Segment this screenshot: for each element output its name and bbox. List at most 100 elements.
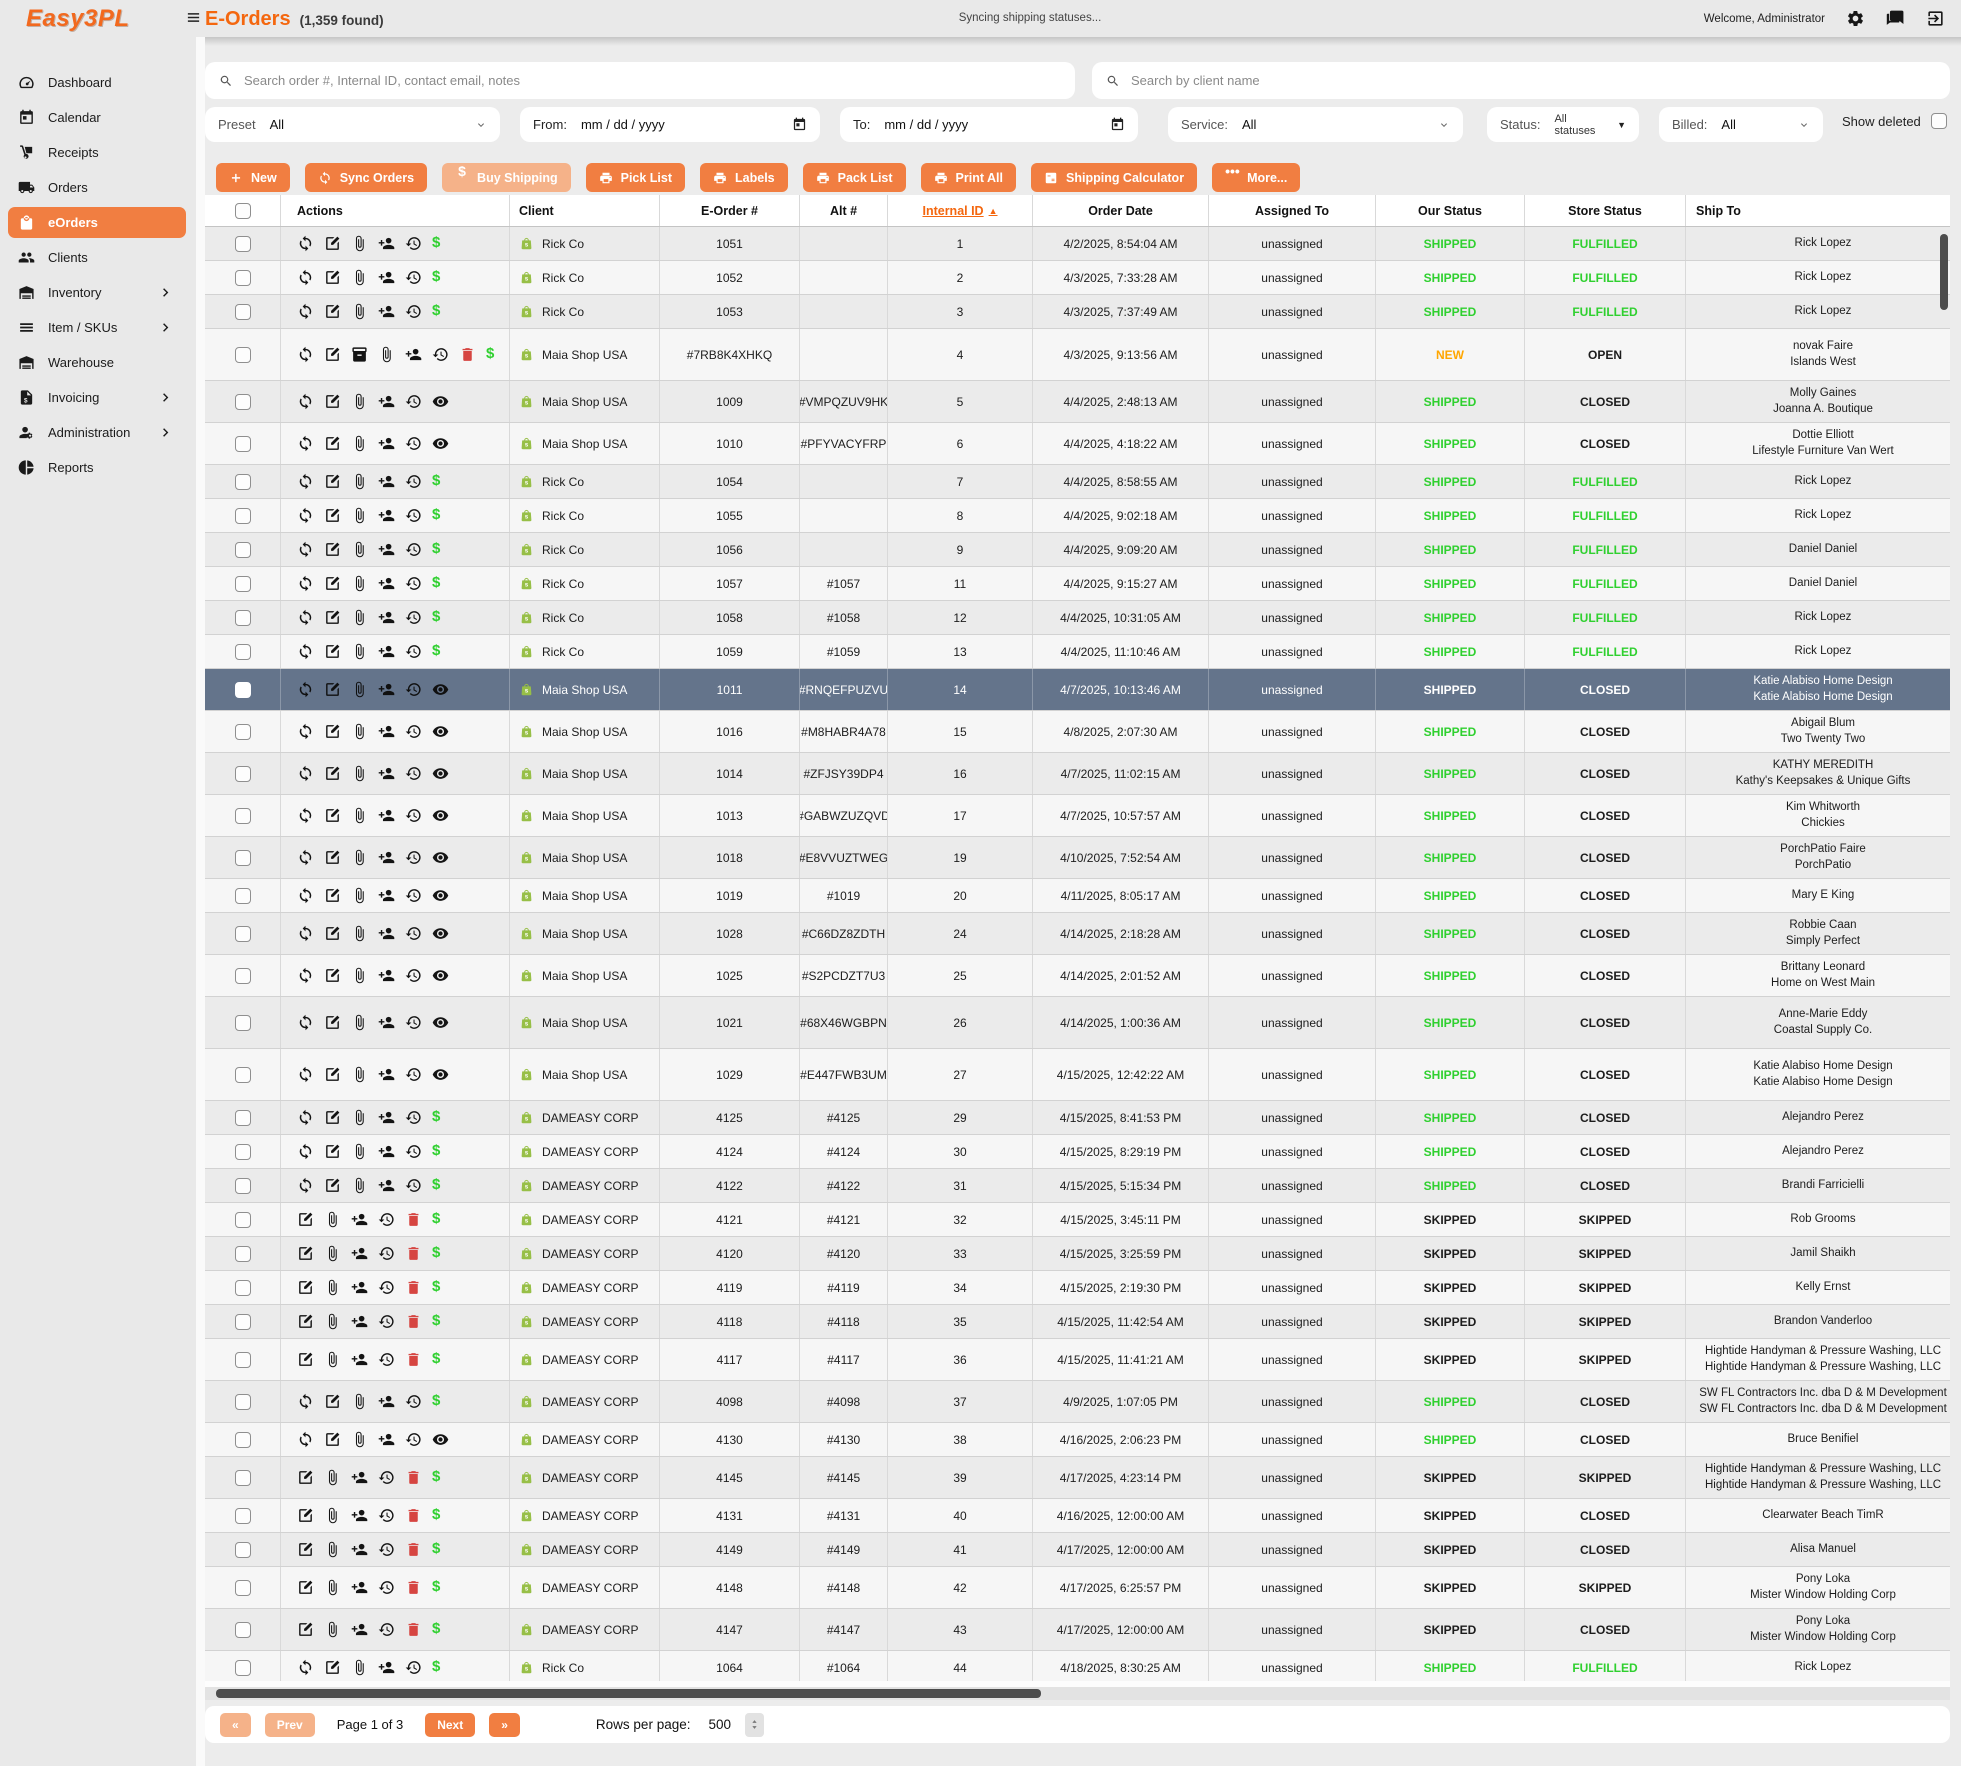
- attachment-icon[interactable]: [351, 925, 368, 942]
- dollar-icon[interactable]: $: [432, 472, 441, 489]
- sync-icon[interactable]: [297, 1393, 314, 1410]
- dollar-icon[interactable]: $: [432, 1108, 441, 1125]
- order-row[interactable]: s Maia Shop USA 1028 #C66DZ8ZDTH 24 4/14/2025…: [205, 913, 1950, 955]
- order-row[interactable]: $ s DAMEASY CORP 4118 #4118 35 4/15/2025, 11:4…: [205, 1305, 1950, 1339]
- dollar-icon[interactable]: $: [432, 642, 441, 659]
- row-checkbox[interactable]: [234, 507, 251, 524]
- sync-icon[interactable]: [297, 575, 314, 592]
- row-checkbox[interactable]: [234, 1621, 251, 1638]
- row-checkbox[interactable]: [234, 393, 251, 410]
- more-button[interactable]: ••• More...: [1212, 163, 1301, 192]
- dollar-icon[interactable]: $: [486, 345, 495, 362]
- add-user-icon[interactable]: [378, 575, 395, 592]
- order-search-input[interactable]: [244, 73, 1061, 88]
- dollar-icon[interactable]: $: [432, 1350, 441, 1367]
- add-user-icon[interactable]: [378, 681, 395, 698]
- rows-per-page-stepper[interactable]: [745, 1712, 765, 1737]
- order-row[interactable]: $ s DAMEASY CORP 4148 #4148 42 4/17/2025, 6:25…: [205, 1567, 1950, 1609]
- sync-icon[interactable]: [297, 807, 314, 824]
- sync-icon[interactable]: [297, 967, 314, 984]
- row-checkbox[interactable]: [234, 807, 251, 824]
- history-icon[interactable]: [405, 643, 422, 660]
- add-user-icon[interactable]: [351, 1245, 368, 1262]
- edit-icon[interactable]: [324, 1177, 341, 1194]
- attachment-icon[interactable]: [324, 1279, 341, 1296]
- row-checkbox[interactable]: [234, 765, 251, 782]
- sidebar-item-calendar[interactable]: Calendar: [0, 100, 196, 135]
- sidebar-item-administration[interactable]: Administration: [0, 415, 196, 450]
- row-checkbox[interactable]: [234, 1109, 251, 1126]
- attachment-icon[interactable]: [351, 723, 368, 740]
- add-user-icon[interactable]: [378, 1109, 395, 1126]
- view-icon[interactable]: [432, 723, 449, 740]
- row-checkbox[interactable]: [234, 1541, 251, 1558]
- delete-icon[interactable]: [405, 1469, 422, 1486]
- add-user-icon[interactable]: [351, 1469, 368, 1486]
- pick-list-button[interactable]: Pick List: [585, 163, 686, 192]
- order-row[interactable]: $ s Rick Co 1057 #1057 11 4/4/2025, 9:15:27 AM…: [205, 567, 1950, 601]
- history-icon[interactable]: [405, 723, 422, 740]
- edit-icon[interactable]: [324, 1393, 341, 1410]
- from-date-field[interactable]: From: mm / dd / yyyy: [520, 107, 820, 142]
- history-icon[interactable]: [405, 1659, 422, 1676]
- history-icon[interactable]: [405, 681, 422, 698]
- billed-select[interactable]: Billed: All: [1659, 107, 1823, 142]
- edit-icon[interactable]: [324, 1014, 341, 1031]
- order-row[interactable]: $ s DAMEASY CORP 4149 #4149 41 4/17/2025, 12:0…: [205, 1533, 1950, 1567]
- edit-icon[interactable]: [324, 925, 341, 942]
- sync-icon[interactable]: [297, 1177, 314, 1194]
- add-user-icon[interactable]: [378, 393, 395, 410]
- order-row[interactable]: $ s DAMEASY CORP 4147 #4147 43 4/17/2025, 12:0…: [205, 1609, 1950, 1651]
- column-header-our-status[interactable]: Our Status: [1375, 195, 1524, 226]
- sync-icon[interactable]: [297, 1659, 314, 1676]
- sync-icon[interactable]: [297, 1014, 314, 1031]
- add-user-icon[interactable]: [351, 1279, 368, 1296]
- sidebar-item-dashboard[interactable]: Dashboard: [0, 65, 196, 100]
- edit-icon[interactable]: [324, 723, 341, 740]
- view-icon[interactable]: [432, 807, 449, 824]
- order-row[interactable]: $ s DAMEASY CORP 4125 #4125 29 4/15/2025, 8:41…: [205, 1101, 1950, 1135]
- delete-icon[interactable]: [405, 1621, 422, 1638]
- history-icon[interactable]: [405, 1177, 422, 1194]
- attachment-icon[interactable]: [351, 765, 368, 782]
- dollar-icon[interactable]: $: [432, 1312, 441, 1329]
- add-user-icon[interactable]: [378, 967, 395, 984]
- add-user-icon[interactable]: [378, 1014, 395, 1031]
- add-user-icon[interactable]: [351, 1351, 368, 1368]
- delete-icon[interactable]: [405, 1351, 422, 1368]
- order-row[interactable]: s Maia Shop USA 1029 #E447FWB3UM 27 4/15/2025…: [205, 1049, 1950, 1101]
- attachment-icon[interactable]: [351, 1143, 368, 1160]
- history-icon[interactable]: [378, 1507, 395, 1524]
- sync-icon[interactable]: [297, 609, 314, 626]
- history-icon[interactable]: [405, 235, 422, 252]
- edit-icon[interactable]: [297, 1313, 314, 1330]
- history-icon[interactable]: [405, 1393, 422, 1410]
- horizontal-scrollbar-track[interactable]: [205, 1687, 1950, 1700]
- add-user-icon[interactable]: [378, 435, 395, 452]
- order-row[interactable]: $ s Rick Co 1059 #1059 13 4/4/2025, 11:10:46 A…: [205, 635, 1950, 669]
- edit-icon[interactable]: [324, 1143, 341, 1160]
- history-icon[interactable]: [405, 1066, 422, 1083]
- order-row[interactable]: $ s Rick Co 1055 8 4/4/2025, 9:02:18 AM unassi…: [205, 499, 1950, 533]
- attachment-icon[interactable]: [351, 807, 368, 824]
- sync-icon[interactable]: [297, 473, 314, 490]
- attachment-icon[interactable]: [351, 1659, 368, 1676]
- sync-icon[interactable]: [297, 681, 314, 698]
- row-checkbox[interactable]: [234, 1431, 251, 1448]
- row-checkbox[interactable]: [234, 1014, 251, 1031]
- buy-shipping-button[interactable]: $ Buy Shipping: [442, 163, 571, 192]
- column-header-alt[interactable]: Alt #: [799, 195, 887, 226]
- row-checkbox[interactable]: [234, 1659, 251, 1676]
- view-icon[interactable]: [432, 1014, 449, 1031]
- order-row[interactable]: s Maia Shop USA 1010 #PFYVACYFRP 6 4/4/2025, …: [205, 423, 1950, 465]
- add-user-icon[interactable]: [378, 765, 395, 782]
- show-deleted-checkbox[interactable]: [1930, 113, 1947, 129]
- order-row[interactable]: s Maia Shop USA 1013 #GABWZUZQVD 17 4/7/2025,…: [205, 795, 1950, 837]
- edit-icon[interactable]: [297, 1507, 314, 1524]
- sync-icon[interactable]: [297, 435, 314, 452]
- attachment-icon[interactable]: [351, 269, 368, 286]
- new-button[interactable]: New: [216, 163, 290, 192]
- row-checkbox[interactable]: [234, 849, 251, 866]
- row-checkbox[interactable]: [234, 1313, 251, 1330]
- dollar-icon[interactable]: $: [432, 1506, 441, 1523]
